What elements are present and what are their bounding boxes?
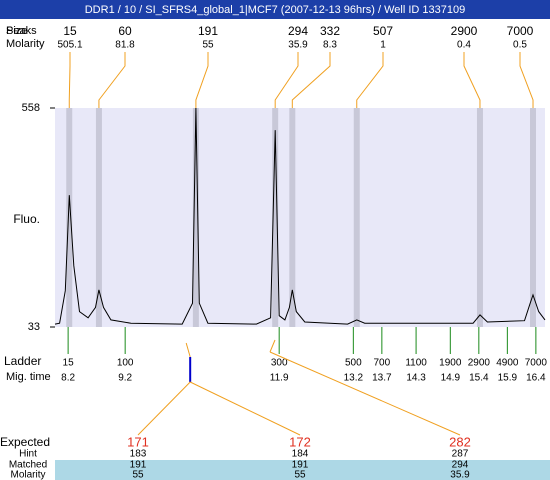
expected-link [137, 381, 191, 436]
ladder-size: 300 [271, 358, 288, 369]
peak-band [530, 108, 537, 327]
peak-size: 7000 [507, 24, 534, 38]
peak-molarity: 81.8 [115, 40, 135, 51]
plot-area [55, 108, 545, 327]
peak-connector [519, 52, 534, 108]
title: DDR1 / 10 / SI_SFRS4_global_1|MCF7 (2007… [85, 4, 466, 16]
peak-molarity: 1 [380, 40, 386, 51]
trace [54, 107, 546, 325]
ladder-size: 100 [117, 358, 134, 369]
mig-time-label: Mig. time [6, 371, 51, 383]
title-bar [0, 0, 550, 19]
peak-molarity: 35.9 [288, 40, 308, 51]
y-tick-label: 558 [22, 102, 40, 114]
peak-size: 332 [320, 24, 340, 38]
expected-link [269, 351, 461, 436]
ladder-time: 14.9 [441, 373, 461, 384]
cell-matched: 294 [452, 460, 469, 471]
size-label: Size [6, 25, 27, 37]
peak-molarity: 505.1 [57, 40, 82, 51]
peak-connector [463, 52, 481, 108]
peak-molarity: 8.3 [323, 40, 337, 51]
ladder-time: 16.4 [526, 373, 546, 384]
peak-size: 191 [198, 24, 218, 38]
peak-band [272, 108, 279, 327]
expected-link [269, 339, 276, 353]
peak-band [476, 108, 483, 327]
ladder-time: 11.9 [270, 373, 289, 384]
ladder-size: 2900 [468, 358, 491, 369]
peak-band [66, 108, 73, 327]
ladder-size: 7000 [525, 358, 548, 369]
matched-band [55, 460, 550, 480]
peak-size: 60 [118, 24, 132, 38]
peak-connector [291, 52, 331, 108]
row-label: Matched [9, 460, 47, 471]
ladder-time: 13.2 [344, 373, 364, 384]
peak-size: 507 [373, 24, 393, 38]
ladder-size: 700 [374, 358, 391, 369]
cell-molarity: 55 [132, 470, 144, 480]
cell-matched: 191 [292, 460, 309, 471]
cell-matched: 191 [130, 460, 147, 471]
cell-hint: 183 [130, 449, 147, 460]
ladder-size: 1900 [439, 358, 462, 369]
y-label: Fluo. [13, 212, 40, 226]
peak-connector [356, 52, 384, 108]
ladder-time: 13.7 [372, 373, 392, 384]
peak-band [192, 108, 199, 327]
ladder-time: 15.9 [498, 373, 518, 384]
expected-link [189, 381, 301, 436]
row-label: Molarity [10, 470, 45, 480]
cell-hint: 184 [292, 449, 309, 460]
peak-molarity: 55 [202, 40, 214, 51]
peak-size: 294 [288, 24, 308, 38]
y-tick-label: 33 [28, 321, 40, 333]
peak-connector [195, 52, 209, 108]
cell-molarity: 55 [294, 470, 306, 480]
ladder-time: 8.2 [61, 373, 75, 384]
peak-size: 15 [63, 24, 77, 38]
ladder-size: 500 [345, 358, 362, 369]
peak-molarity: 0.4 [457, 40, 471, 51]
peak-band [353, 108, 360, 327]
ladder-size: 15 [63, 358, 75, 369]
cell-molarity: 35.9 [450, 470, 470, 480]
cell-expected: 171 [127, 434, 149, 449]
peak-connector [98, 52, 126, 108]
cell-expected: 172 [289, 434, 311, 449]
peak-size: 2900 [451, 24, 478, 38]
ladder-time: 9.2 [118, 373, 132, 384]
peak-molarity: 0.5 [513, 40, 527, 51]
ladder-size: 1100 [405, 358, 427, 369]
peak-connector [68, 52, 71, 108]
cell-hint: 287 [452, 449, 469, 460]
ladder-time: 15.4 [469, 373, 489, 384]
row-label: Hint [19, 449, 37, 460]
peaks-label: Peaks [6, 25, 37, 37]
peak-band [289, 108, 296, 327]
ladder-size: 4900 [496, 358, 519, 369]
molarity-label: Molarity [6, 38, 45, 50]
cell-expected: 282 [449, 434, 471, 449]
ladder-label: Ladder [4, 354, 41, 368]
row-label: Expected [0, 435, 50, 449]
ladder-time: 14.3 [406, 373, 426, 384]
marker-link [185, 342, 191, 358]
peak-band [95, 108, 102, 327]
peak-connector [274, 52, 299, 108]
